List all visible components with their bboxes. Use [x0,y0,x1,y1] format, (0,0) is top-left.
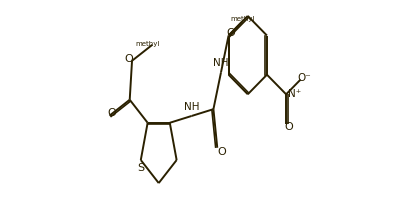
Text: NH: NH [213,58,228,68]
Text: N⁺: N⁺ [287,89,300,99]
Text: O: O [226,28,234,38]
Text: O: O [216,147,225,157]
Text: O: O [107,108,116,118]
Text: methyl: methyl [135,41,159,47]
Text: NH: NH [183,102,199,112]
Text: methyl: methyl [230,16,254,22]
Text: O: O [124,54,133,64]
Text: O⁻: O⁻ [297,73,310,83]
Text: S: S [137,163,144,173]
Text: O: O [284,122,293,132]
